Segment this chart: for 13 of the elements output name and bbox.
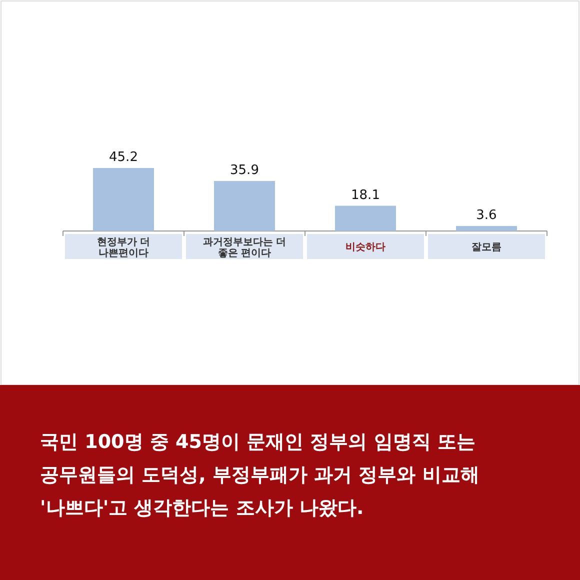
x-tick-label: 현정부가 더 나쁜편이다 <box>96 237 150 259</box>
x-tick-label: 비슷하다 <box>346 242 386 253</box>
data-label: 3.6 <box>476 208 497 223</box>
bar <box>335 206 396 231</box>
data-label: 45.2 <box>109 150 138 165</box>
text: 국민 100명 중 45명이 문재인 정부의 임명직 또는 공무원들의 도덕성, 부정부패가 과거 정부와 비교해 '나쁘다'고 생각한다는 조사가 나왔다. <box>40 431 480 519</box>
x-tick-label: 과거정부보다는 더 좋은 편이다 <box>202 237 286 259</box>
data-label: 18.1 <box>351 188 380 203</box>
bar <box>93 168 154 231</box>
x-tick-label: 잘모름 <box>472 242 502 253</box>
bar <box>214 180 275 231</box>
data-label: 35.9 <box>230 162 259 178</box>
bar <box>456 226 517 231</box>
